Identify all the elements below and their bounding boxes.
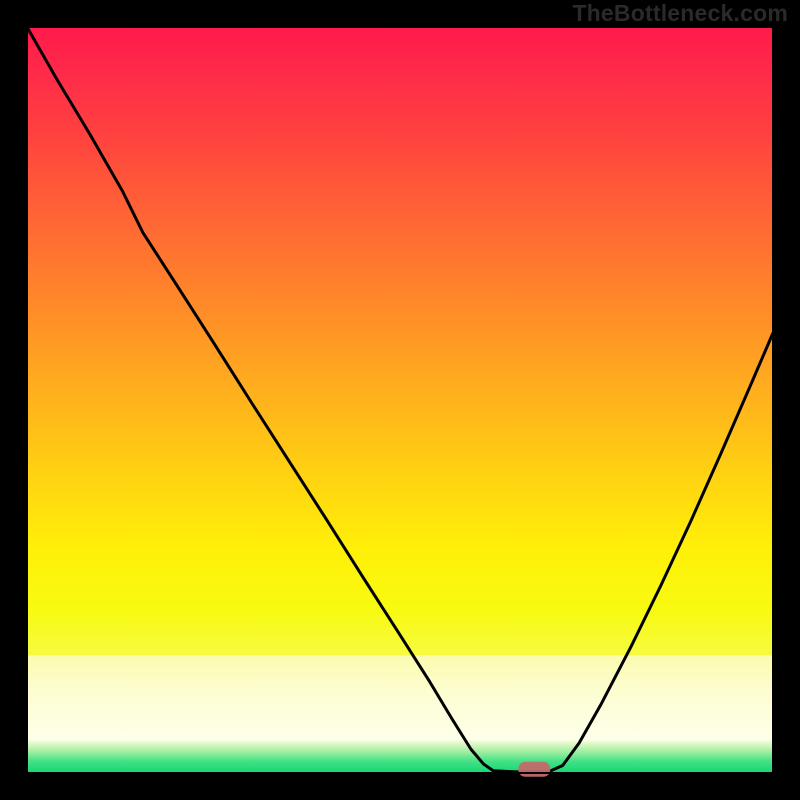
plot-gradient-background: [27, 27, 773, 773]
watermark-text: TheBottleneck.com: [572, 0, 788, 27]
chart-container: { "meta": { "width": 800, "height": 800,…: [0, 0, 800, 800]
bottleneck-chart: [0, 0, 800, 800]
optimal-marker: [518, 762, 550, 777]
